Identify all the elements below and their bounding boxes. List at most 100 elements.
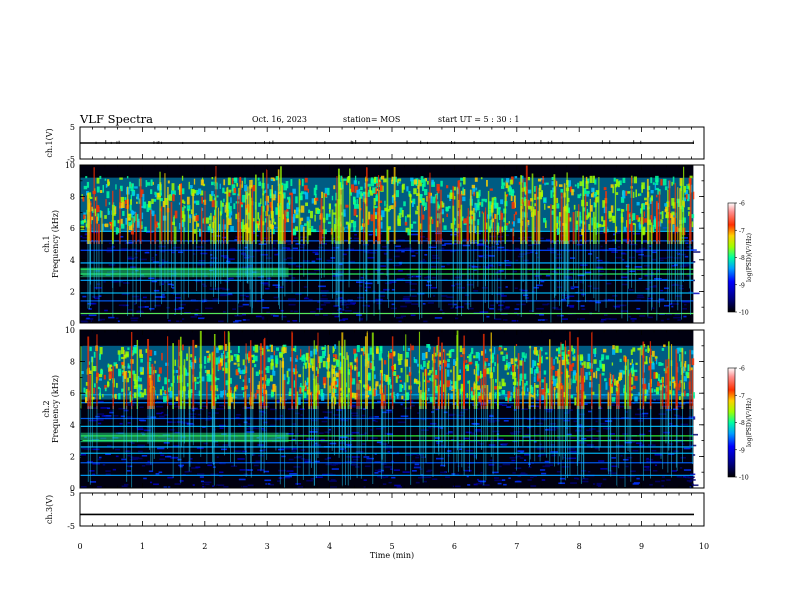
upper-band-cell (398, 358, 402, 365)
upper-band-cell (211, 190, 214, 196)
noise-cell (672, 303, 679, 305)
upper-band-cell (226, 352, 229, 358)
noise-cell (600, 248, 608, 251)
noise-cell (681, 443, 685, 445)
upper-band-cell (436, 345, 439, 353)
upper-band-cell (158, 376, 161, 381)
noise-cell (304, 398, 309, 401)
noise-cell (219, 471, 224, 474)
upper-band-cell (353, 348, 357, 355)
upper-band-cell (593, 372, 596, 378)
upper-band-cell (688, 183, 690, 189)
upper-band-cell (321, 350, 325, 359)
noise-cell (580, 289, 584, 291)
noise-cell (328, 473, 333, 476)
upper-band-cell (178, 202, 181, 205)
upper-band-cell (571, 362, 575, 367)
noise-cell (234, 239, 239, 241)
noise-cell (671, 305, 674, 308)
upper-band-cell (429, 396, 433, 402)
upper-band-cell (367, 183, 371, 187)
upper-band-cell (572, 371, 576, 376)
upper-band-cell (114, 393, 117, 400)
noise-cell (127, 256, 133, 259)
upper-band-cell (328, 203, 331, 210)
noise-cell (409, 283, 417, 285)
noise-cell (476, 244, 485, 247)
noise-cell (253, 427, 259, 430)
upper-band-cell (388, 353, 392, 359)
upper-band-cell (164, 197, 168, 206)
noise-cell (177, 421, 184, 423)
upper-band-cell (423, 207, 426, 211)
noise-cell (525, 252, 531, 254)
noise-cell (241, 252, 246, 254)
upper-band-cell (651, 363, 655, 370)
noise-cell (237, 458, 245, 460)
upper-band-cell (481, 198, 485, 202)
upper-band-cell (419, 193, 423, 197)
noise-cell (151, 257, 154, 259)
upper-band-cell (556, 357, 559, 364)
noise-cell (633, 232, 641, 235)
noise-cell (98, 422, 102, 425)
noise-cell (180, 303, 186, 306)
upper-band-cell (600, 357, 604, 361)
noise-cell (270, 408, 277, 411)
noise-cell (528, 405, 537, 407)
upper-band-cell (460, 354, 463, 358)
noise-cell (559, 477, 565, 480)
upper-band-cell (404, 221, 408, 226)
noise-cell (197, 413, 201, 416)
upper-band-cell (472, 391, 475, 396)
noise-cell (486, 400, 492, 402)
upper-band-cell (225, 380, 229, 386)
noise-cell (358, 317, 364, 320)
upper-band-cell (194, 381, 197, 390)
upper-band-cell (399, 379, 402, 383)
upper-band-cell (315, 345, 318, 352)
noise-cell (509, 457, 518, 459)
upper-band-cell (172, 190, 176, 196)
upper-band-cell (159, 389, 163, 396)
noise-cell (558, 272, 562, 275)
noise-cell (266, 311, 270, 314)
noise-cell (151, 280, 158, 283)
upper-band-cell (295, 212, 299, 219)
noise-cell (131, 458, 137, 461)
upper-band-cell (432, 196, 436, 204)
noise-cell (692, 418, 696, 420)
upper-band-cell (410, 390, 412, 394)
noise-cell (567, 451, 575, 454)
upper-band-cell (141, 212, 144, 220)
upper-band-cell (81, 371, 84, 375)
noise-cell (80, 486, 87, 488)
noise-cell (505, 286, 508, 288)
noise-cell (89, 470, 95, 472)
noise-cell (114, 448, 121, 451)
noise-cell (582, 478, 589, 480)
upper-band-cell (609, 212, 612, 217)
upper-band-cell (242, 391, 245, 398)
upper-band-cell (199, 229, 202, 237)
upper-band-cell (84, 397, 88, 403)
noise-cell (666, 479, 671, 481)
noise-cell (587, 285, 592, 288)
noise-cell (545, 274, 551, 277)
noise-cell (105, 473, 111, 476)
upper-band-cell (333, 185, 336, 190)
noise-cell (397, 421, 406, 424)
upper-band-cell (534, 193, 537, 198)
upper-band-cell (197, 376, 199, 379)
noise-cell (412, 275, 416, 278)
noise-cell (138, 278, 142, 280)
upper-band-cell (333, 348, 335, 352)
upper-band-cell (420, 176, 424, 183)
upper-band-cell (150, 189, 153, 195)
upper-band-cell (419, 223, 423, 230)
noise-cell (608, 248, 617, 250)
noise-cell (528, 466, 532, 469)
upper-band-cell (691, 214, 695, 219)
upper-band-cell (181, 207, 184, 212)
noise-cell (342, 318, 349, 320)
